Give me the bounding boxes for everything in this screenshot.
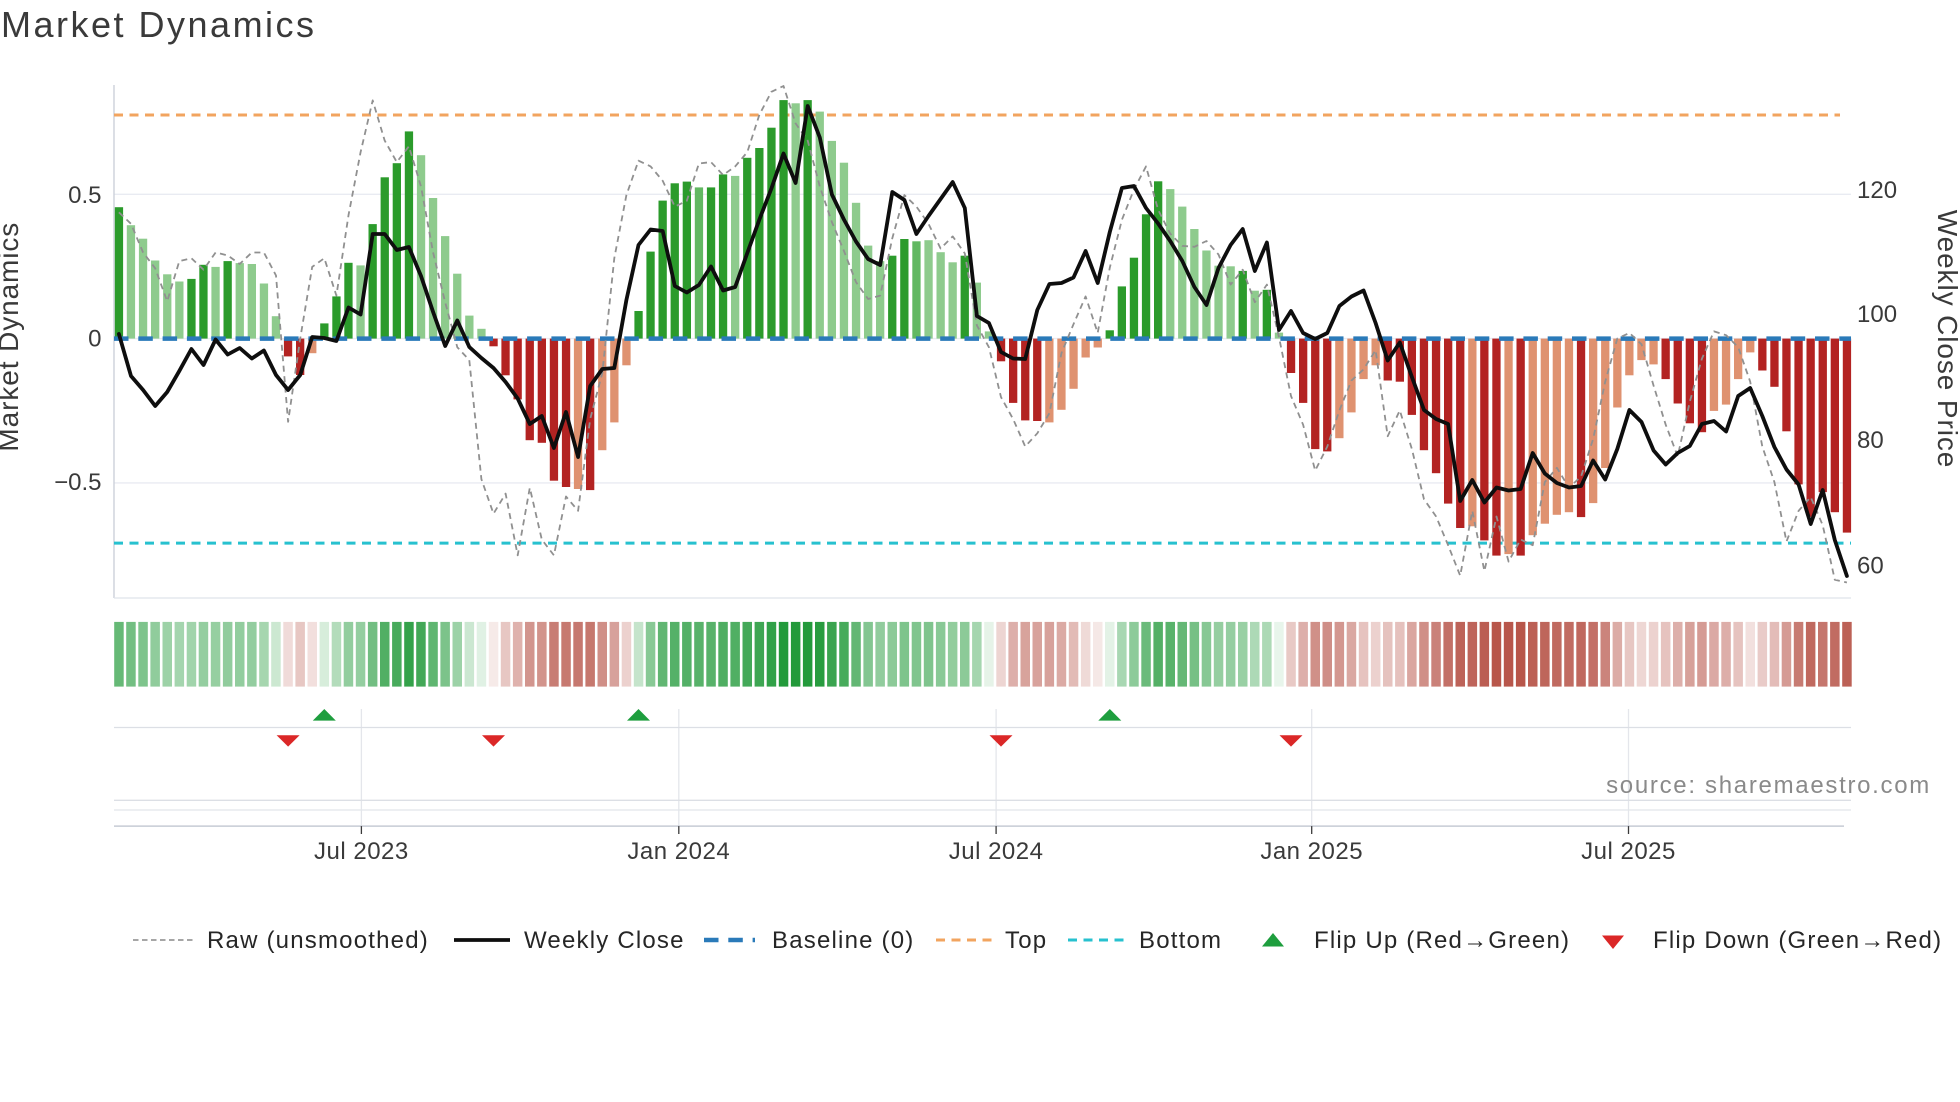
svg-text:120: 120 [1857,177,1897,204]
svg-text:Raw (unsmoothed): Raw (unsmoothed) [207,927,429,954]
svg-text:Jul 2025: Jul 2025 [1581,838,1676,865]
svg-text:60: 60 [1857,552,1884,579]
svg-text:Jan 2024: Jan 2024 [627,838,730,865]
svg-text:Flip Up (Red→Green): Flip Up (Red→Green) [1314,927,1570,954]
svg-text:Flip Down (Green→Red): Flip Down (Green→Red) [1653,927,1942,954]
svg-text:−0.5: −0.5 [54,469,101,496]
svg-text:Weekly Close: Weekly Close [524,927,685,954]
svg-text:Top: Top [1005,927,1047,954]
svg-text:100: 100 [1857,301,1897,328]
svg-text:Jan 2025: Jan 2025 [1260,838,1363,865]
svg-text:Jul 2024: Jul 2024 [949,838,1044,865]
svg-text:Market Dynamics: Market Dynamics [1,4,317,45]
svg-text:80: 80 [1857,427,1884,454]
svg-text:Baseline (0): Baseline (0) [772,927,914,954]
svg-text:Jul 2023: Jul 2023 [314,838,409,865]
svg-text:0: 0 [88,326,101,353]
svg-text:Bottom: Bottom [1139,927,1222,954]
svg-text:Weekly Close Price: Weekly Close Price [1932,210,1960,468]
svg-text:0.5: 0.5 [68,182,101,209]
svg-text:Market Dynamics: Market Dynamics [0,222,24,452]
svg-text:source: sharemaestro.com: source: sharemaestro.com [1606,772,1931,799]
